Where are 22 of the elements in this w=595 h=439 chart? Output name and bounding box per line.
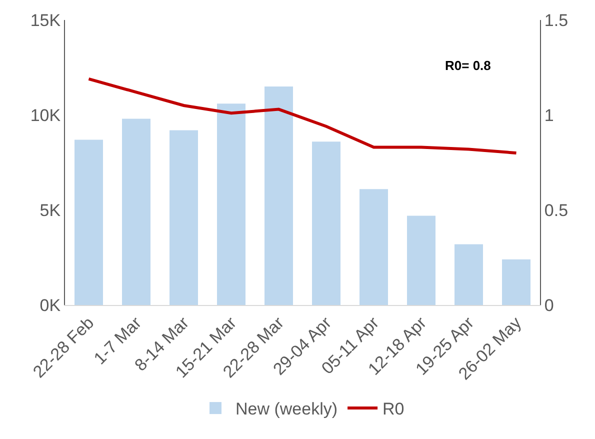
y2-tick-label: 0.5 [544,200,568,220]
y2-tick-label: 1 [544,106,554,125]
y2-tick-label: 1.5 [544,10,568,30]
bar [264,86,293,305]
y-tick-label: 0K [40,296,62,315]
line-series [87,77,518,154]
y2-tick-label: 0 [544,296,554,315]
bar [312,142,340,305]
bar [74,140,103,305]
bar [454,244,483,305]
bar [170,130,198,305]
y-tick-label: 10K [30,106,62,125]
bar [122,118,150,305]
y-tick-label: 15K [30,10,62,30]
bar [217,104,246,305]
bar [407,216,436,305]
legend-label: New (weekly) [236,400,338,419]
y-tick-label: 5K [40,200,62,220]
bar [502,259,530,305]
legend-label: R0 [382,400,404,419]
annotation: R0= 0.8 [445,58,491,73]
bar [360,189,388,305]
